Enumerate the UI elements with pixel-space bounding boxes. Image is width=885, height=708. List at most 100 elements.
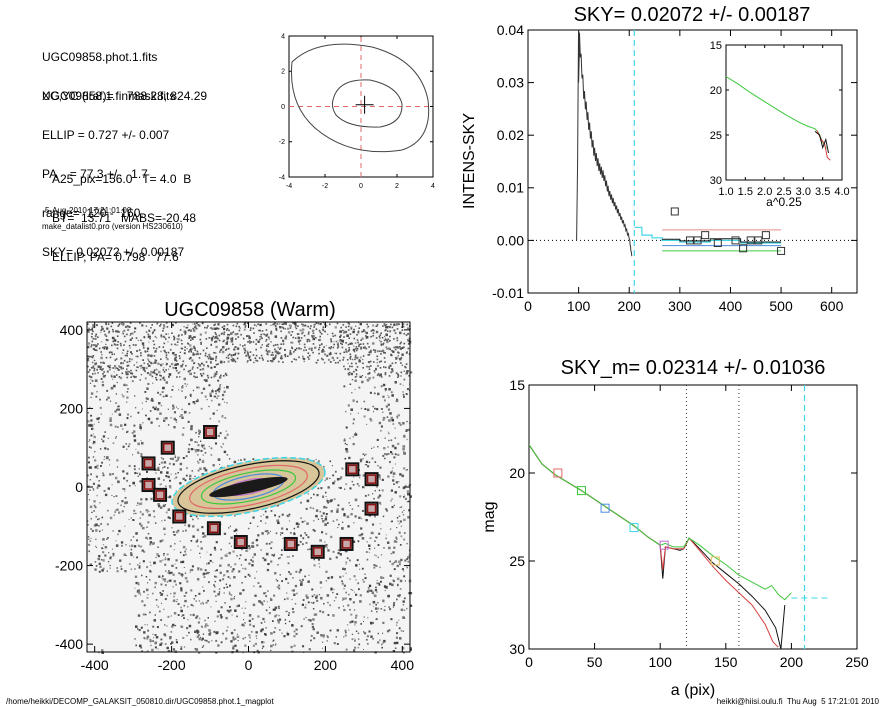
noise-speck — [191, 368, 194, 370]
noise-speck — [362, 474, 365, 477]
noise-speck — [229, 606, 231, 608]
noise-speck — [137, 366, 139, 369]
noise-speck — [315, 328, 318, 330]
noise-speck — [236, 615, 238, 618]
noise-speck — [146, 470, 148, 473]
noise-speck — [134, 327, 137, 330]
noise-speck — [106, 348, 108, 350]
noise-speck — [401, 646, 405, 650]
noise-speck — [347, 329, 350, 331]
noise-speck — [235, 338, 237, 340]
noise-speck — [217, 379, 220, 382]
noise-speck — [127, 328, 130, 331]
noise-speck — [286, 528, 288, 531]
noise-speck — [255, 538, 259, 542]
noise-speck — [166, 358, 169, 361]
noise-speck — [353, 345, 355, 347]
noise-speck — [261, 357, 264, 359]
noise-speck — [215, 333, 217, 336]
noise-speck — [326, 354, 329, 357]
noise-speck — [360, 407, 363, 410]
noise-speck — [167, 333, 169, 335]
noise-speck — [396, 399, 399, 402]
noise-speck — [321, 647, 324, 649]
noise-speck — [399, 357, 402, 361]
noise-speck — [355, 617, 357, 619]
noise-speck — [380, 554, 383, 556]
x-tick-label: 200 — [780, 654, 804, 670]
noise-speck — [378, 582, 380, 585]
noise-speck — [197, 461, 200, 464]
noise-speck — [204, 639, 206, 642]
noise-speck — [309, 548, 311, 550]
noise-speck — [318, 329, 321, 332]
noise-speck — [150, 421, 153, 424]
noise-speck — [332, 346, 335, 349]
noise-speck — [247, 352, 249, 354]
noise-speck — [247, 341, 249, 343]
noise-speck — [104, 493, 108, 497]
noise-speck — [396, 398, 398, 401]
noise-speck — [203, 379, 206, 381]
noise-speck — [214, 323, 216, 326]
noise-speck — [327, 614, 330, 616]
noise-speck — [238, 558, 241, 560]
noise-speck — [297, 336, 300, 339]
noise-speck — [167, 508, 171, 511]
noise-speck — [177, 459, 179, 461]
noise-speck — [102, 529, 103, 531]
noise-speck — [305, 542, 308, 544]
noise-speck — [129, 563, 131, 565]
noise-speck — [99, 406, 102, 409]
y-tick-label: 30 — [509, 641, 525, 657]
noise-speck — [146, 624, 148, 626]
noise-speck — [146, 387, 149, 390]
noise-speck — [364, 573, 366, 575]
noise-speck — [103, 490, 106, 492]
noise-speck — [393, 561, 395, 564]
noise-speck — [285, 335, 287, 337]
noise-speck — [138, 453, 140, 455]
noise-speck — [140, 646, 143, 649]
noise-speck — [140, 354, 142, 357]
noise-speck — [131, 380, 134, 383]
noise-speck — [122, 428, 124, 430]
noise-speck — [116, 459, 119, 462]
noise-speck — [176, 376, 178, 378]
noise-speck — [152, 362, 154, 365]
noise-speck — [90, 414, 92, 417]
noise-speck — [195, 353, 198, 356]
noise-speck — [105, 323, 107, 326]
noise-speck — [391, 444, 395, 448]
noise-speck — [253, 324, 256, 326]
sky-box-marker — [701, 231, 710, 240]
noise-speck — [93, 359, 96, 362]
noise-speck — [354, 646, 357, 649]
noise-speck — [153, 619, 156, 622]
noise-speck — [192, 605, 194, 607]
noise-speck — [325, 515, 328, 518]
noise-speck — [114, 343, 117, 346]
noise-speck — [270, 560, 273, 563]
noise-speck — [406, 388, 409, 391]
noise-speck — [394, 446, 397, 450]
noise-speck — [403, 518, 406, 522]
noise-speck — [391, 453, 394, 455]
noise-speck — [147, 594, 149, 596]
noise-speck — [105, 346, 109, 350]
noise-speck — [271, 351, 274, 354]
noise-speck — [217, 434, 220, 438]
noise-speck — [207, 562, 210, 565]
noise-speck — [162, 578, 165, 581]
noise-speck — [358, 343, 361, 346]
noise-speck — [147, 629, 150, 632]
noise-speck — [311, 588, 314, 591]
noise-speck — [294, 584, 298, 588]
noise-speck — [217, 593, 220, 596]
noise-speck — [283, 322, 285, 325]
noise-speck — [387, 594, 390, 598]
noise-speck — [323, 346, 325, 348]
noise-speck — [350, 372, 353, 376]
noise-speck — [261, 532, 264, 535]
